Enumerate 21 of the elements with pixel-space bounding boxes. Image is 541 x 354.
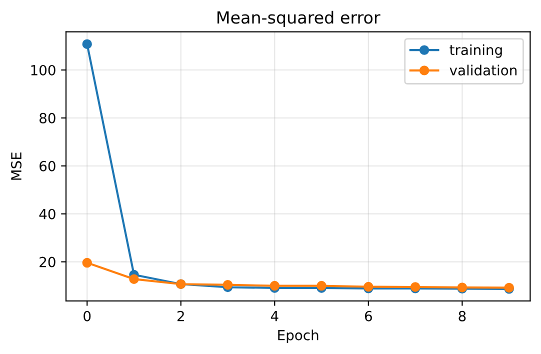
point <box>222 280 233 290</box>
point <box>129 274 139 284</box>
chart-title: Mean-squared error <box>218 10 380 27</box>
point <box>316 280 326 291</box>
y-tick-label: 100 <box>31 64 56 76</box>
x-axis-title: Epoch <box>278 330 318 344</box>
y-tick-label: 20 <box>40 256 56 268</box>
point <box>270 280 280 291</box>
legend-label: training <box>450 44 502 58</box>
legend-label: validation <box>450 64 516 76</box>
x-tick-label: 0 <box>84 310 91 322</box>
y-axis-title: MSE <box>11 152 22 180</box>
x-tick-label: 8 <box>458 310 466 322</box>
x-tick-label: 4 <box>270 311 278 322</box>
y-tick-label: 40 <box>39 208 56 220</box>
y-tick-label: 60 <box>40 160 56 172</box>
y-tick-label: 80 <box>40 112 56 124</box>
x-tick-label: 6 <box>364 310 372 322</box>
x-tick-label: 2 <box>177 310 184 322</box>
point <box>82 39 92 49</box>
point <box>82 258 92 268</box>
